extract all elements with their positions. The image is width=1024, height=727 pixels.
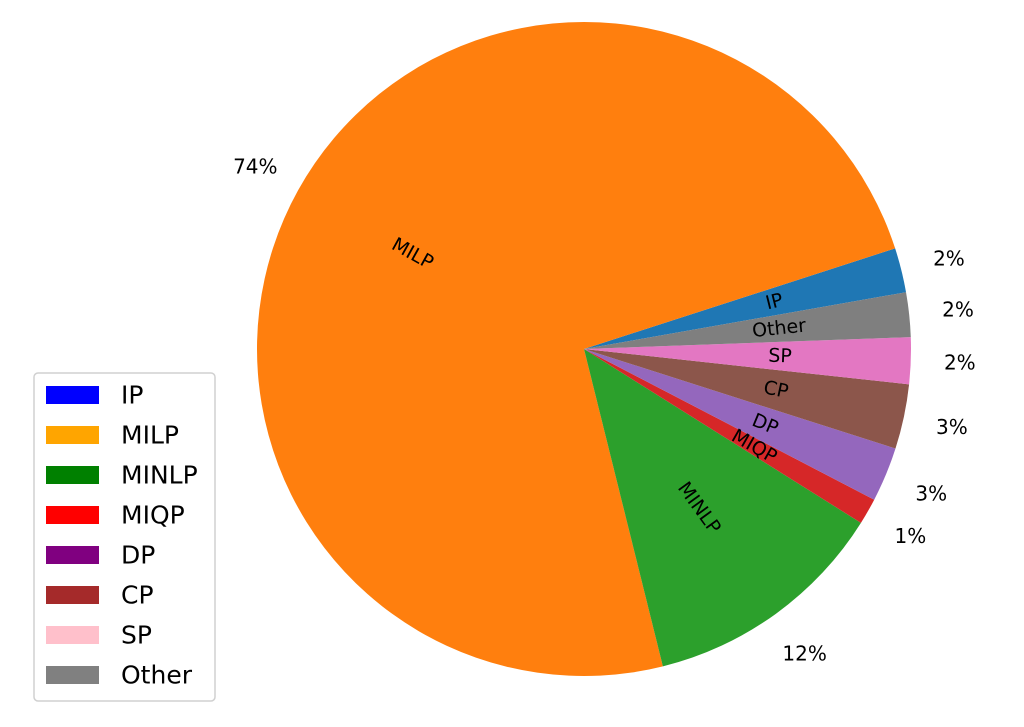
legend: IP MILP MINLP MIQP DP CP SP Other [33,372,216,702]
legend-label-sp: SP [121,621,152,650]
slice-milp [256,22,896,677]
legend-label-miqp: MIQP [121,501,185,530]
percent-label-cp: 3% [936,415,968,439]
legend-swatch-miqp [46,506,99,524]
legend-frame [33,372,216,702]
slice-label-ip: IP [763,289,785,314]
percent-label-dp: 3% [915,481,947,505]
legend-swatch-dp [46,546,99,564]
legend-label-minlp: MINLP [121,461,198,490]
slice-other [584,292,911,349]
slice-label-sp: SP [768,345,792,368]
legend-swatch-cp [46,586,99,604]
percent-label-ip: 2% [933,246,965,270]
legend-label-milp: MILP [121,421,179,450]
slice-ip [584,248,907,349]
legend-swatch-sp [46,626,99,644]
slice-minlp [584,349,861,667]
percent-label-miqp: 1% [895,524,927,548]
slice-miqp [584,349,875,523]
legend-swatch-minlp [46,466,99,484]
legend-label-dp: DP [121,541,155,570]
legend-swatch-other [46,666,99,684]
percent-label-minlp: 12% [782,642,826,666]
slice-label-cp: CP [762,376,791,403]
slice-sp [584,337,911,385]
pie-percent-labels: 2% 74% 12% 1% 3% 3% 2% 2% [233,154,976,665]
legend-label-cp: CP [121,581,154,610]
percent-label-other: 2% [942,297,974,321]
legend-swatch-milp [46,426,99,444]
percent-label-sp: 2% [944,351,976,375]
legend-label-other: Other [121,661,193,690]
percent-label-milp: 74% [233,154,277,178]
legend-swatch-ip [46,386,99,404]
slice-dp [584,349,896,500]
pie-slices [256,22,911,677]
slice-cp [584,349,910,449]
legend-label-ip: IP [121,381,143,410]
